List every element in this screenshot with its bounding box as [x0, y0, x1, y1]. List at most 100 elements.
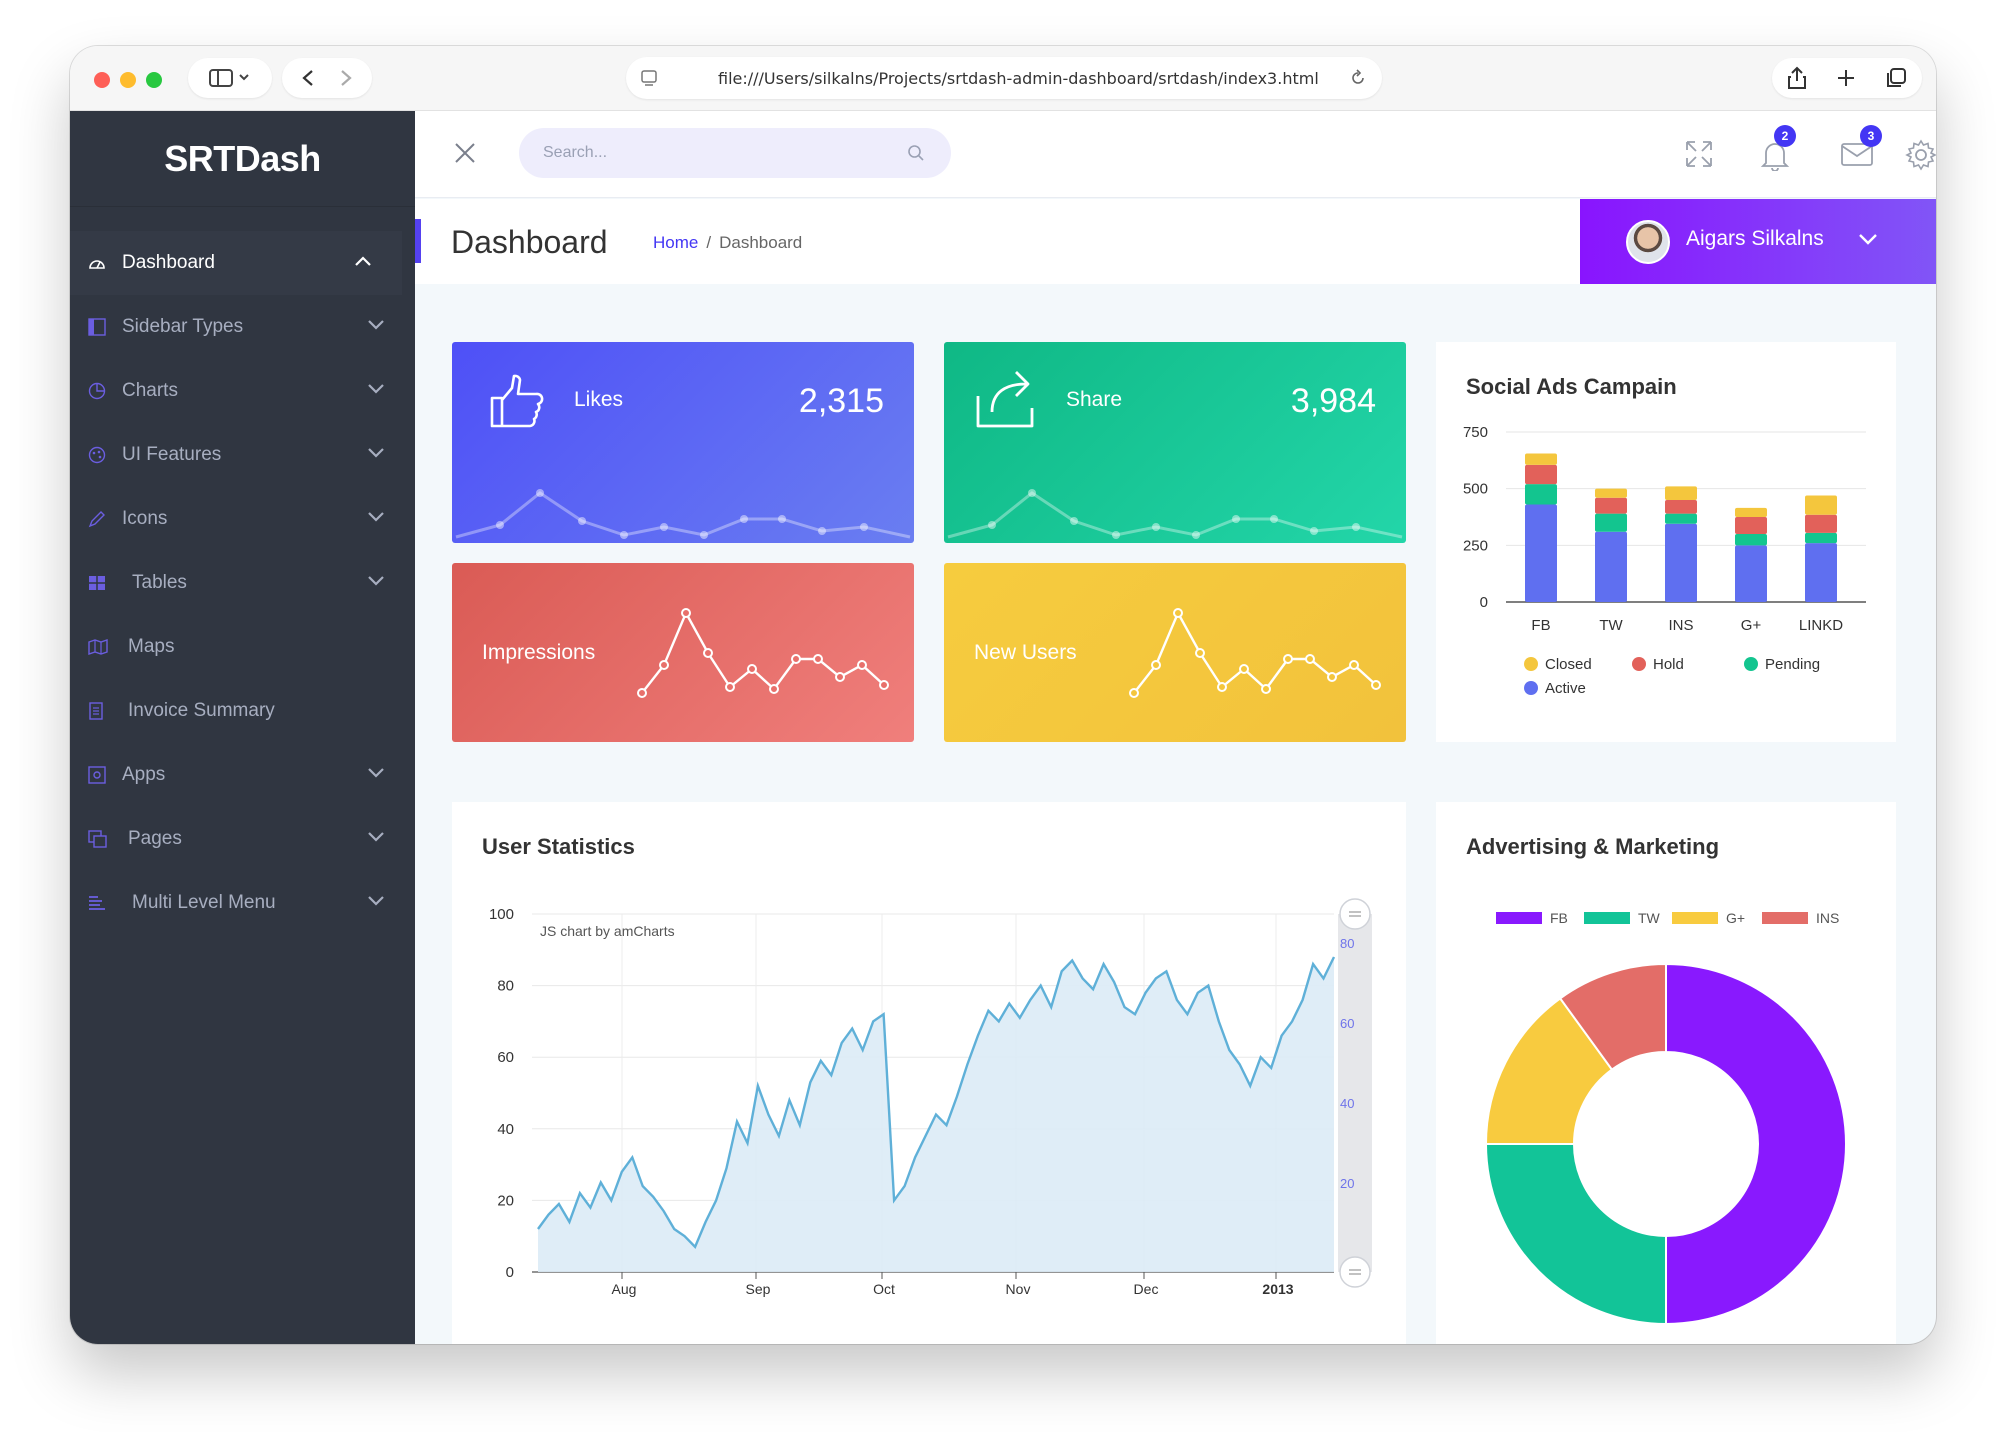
breadcrumb-home-link[interactable]: Home — [653, 233, 699, 252]
sidebar-item-label: Charts — [122, 380, 178, 401]
share-icon[interactable] — [1786, 66, 1808, 90]
legend-label: TW — [1638, 910, 1661, 926]
slice-fb — [1665, 962, 1847, 1326]
share-card: Share 3,984 — [944, 342, 1406, 543]
notifications-badge: 2 — [1774, 125, 1796, 147]
chevron-down-icon — [368, 384, 384, 394]
dashboard-icon — [88, 253, 116, 273]
sidebar-item-label: Pages — [128, 828, 182, 849]
new-tab-icon[interactable] — [1835, 67, 1857, 89]
sidebar-item-pages[interactable]: Pages — [70, 807, 415, 871]
sidebar-item-maps[interactable]: Maps — [70, 615, 415, 679]
url-text: file:///Users/silkalns/Projects/srtdash-… — [718, 69, 1319, 88]
bar-active — [1525, 504, 1557, 602]
x-tick-label: Aug — [612, 1281, 637, 1297]
x-tick-label: Nov — [1006, 1281, 1031, 1297]
sidebar-item-icons[interactable]: Icons — [70, 487, 415, 551]
tabs-overview-icon[interactable] — [1884, 66, 1908, 90]
messages-button[interactable]: 3 — [1840, 125, 1882, 171]
impressions-label: Impressions — [482, 641, 596, 664]
user-statistics-chart: 0 20 40 60 80 100 Aug Sep Oct Nov Dec 2013 JS chart … — [489, 898, 1372, 1297]
legend-label: Closed — [1545, 656, 1592, 673]
chevron-down-icon — [1859, 234, 1877, 245]
minimize-window-button[interactable] — [120, 72, 136, 88]
map-icon — [88, 637, 122, 657]
y-tick-label: 250 — [1463, 537, 1488, 554]
x-tick-label: INS — [1668, 617, 1693, 634]
bar-pending — [1525, 484, 1557, 505]
new-users-label: New Users — [974, 641, 1077, 664]
chevron-down-icon — [368, 896, 384, 906]
scrollbar-tick-label: 80 — [1340, 936, 1354, 951]
breadcrumb: Home / Dashboard — [653, 233, 802, 253]
sidebar-item-multi-level-menu[interactable]: Multi Level Menu — [70, 871, 415, 935]
sidebar-item-apps[interactable]: Apps — [70, 743, 415, 807]
close-window-button[interactable] — [94, 72, 110, 88]
search-placeholder: Search... — [543, 144, 608, 161]
bar-closed — [1665, 486, 1697, 500]
legend-marker — [1524, 681, 1538, 695]
bar-pending — [1805, 532, 1837, 544]
forward-icon[interactable] — [341, 70, 352, 86]
x-tick-label: Sep — [746, 1281, 771, 1297]
impressions-card: Impressions — [452, 563, 914, 742]
likes-card: Likes 2,315 — [452, 342, 914, 543]
share-label: Share — [1066, 388, 1123, 411]
close-sidebar-icon[interactable] — [453, 141, 477, 165]
series-line — [537, 956, 1336, 1250]
x-tick-label: LINKD — [1799, 617, 1843, 634]
scrollbar-grip-top — [1339, 898, 1371, 930]
sidebar-item-ui-features[interactable]: UI Features — [70, 423, 415, 487]
sidebar-menu: Dashboard Sidebar Types Charts — [70, 231, 415, 935]
bar-closed — [1525, 453, 1557, 465]
brand-logo[interactable]: SRTDash — [70, 111, 415, 207]
bar-active — [1735, 545, 1767, 602]
sidebar-item-invoice-summary[interactable]: Invoice Summary — [70, 679, 415, 743]
search-input[interactable]: Search... — [519, 128, 951, 178]
sidebar-icon — [209, 69, 249, 87]
back-icon[interactable] — [302, 70, 313, 86]
y-tick-label: 750 — [1463, 424, 1488, 441]
sidebar-item-label: UI Features — [122, 444, 222, 465]
pie-chart-icon — [88, 381, 116, 401]
chevron-down-icon — [368, 576, 384, 586]
sidebar-item-sidebar-types[interactable]: Sidebar Types — [70, 295, 415, 359]
bar-closed — [1735, 507, 1767, 517]
slice-tw — [1484, 1143, 1667, 1326]
fullscreen-icon[interactable] — [1683, 138, 1715, 170]
sidebar-toggle-button[interactable] — [188, 58, 272, 98]
table-icon — [88, 573, 126, 593]
scrollbar-tick-label: 60 — [1340, 1016, 1354, 1031]
sidebar-item-tables[interactable]: Tables — [70, 551, 415, 615]
reload-icon[interactable] — [1348, 68, 1368, 88]
browser-window: file:///Users/silkalns/Projects/srtdash-… — [70, 46, 1936, 1344]
gear-icon[interactable] — [1904, 138, 1936, 172]
likes-label: Likes — [574, 388, 624, 411]
app-icon — [88, 765, 116, 785]
y-tick-label: 60 — [497, 1049, 514, 1066]
user-profile-dropdown[interactable]: Aigars Silkalns — [1580, 199, 1936, 284]
legend-marker — [1584, 912, 1630, 924]
y-tick-label: 100 — [489, 906, 514, 923]
sidebar-item-charts[interactable]: Charts — [70, 359, 415, 423]
legend-marker — [1672, 912, 1718, 924]
address-bar[interactable]: file:///Users/silkalns/Projects/srtdash-… — [626, 57, 1382, 99]
legend-marker — [1632, 657, 1646, 671]
pencil-icon — [88, 509, 116, 529]
bar-active — [1595, 531, 1627, 602]
advertising-title: Advertising & Marketing — [1466, 834, 1720, 859]
likes-sparkline — [455, 489, 911, 539]
maximize-window-button[interactable] — [146, 72, 162, 88]
chart-credit: JS chart by amCharts — [540, 923, 675, 939]
browser-toolbar: file:///Users/silkalns/Projects/srtdash-… — [70, 46, 1936, 111]
y-tick-label: 80 — [497, 978, 514, 995]
bar-hold — [1665, 500, 1697, 514]
sidebar-item-label: Sidebar Types — [122, 316, 244, 337]
legend-label: INS — [1816, 910, 1839, 926]
sidebar-item-dashboard[interactable]: Dashboard — [70, 231, 402, 295]
sidebar: SRTDash Dashboard Sidebar Types — [70, 111, 415, 1344]
palette-icon — [88, 445, 116, 465]
search-icon[interactable] — [907, 144, 925, 162]
notifications-button[interactable]: 2 — [1760, 125, 1796, 175]
sidebar-item-label: Multi Level Menu — [132, 892, 276, 913]
